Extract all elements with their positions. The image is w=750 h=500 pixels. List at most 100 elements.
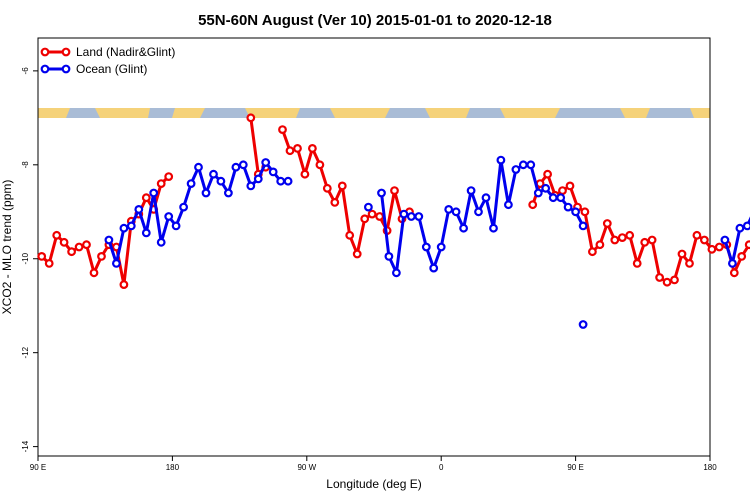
data-point bbox=[201, 188, 211, 198]
data-point bbox=[337, 181, 347, 191]
data-point bbox=[82, 240, 91, 250]
data-point bbox=[548, 193, 558, 203]
x-axis-label: Longitude (deg E) bbox=[326, 477, 421, 491]
data-point bbox=[543, 169, 552, 179]
y-tick-label: -12 bbox=[21, 346, 30, 358]
data-point bbox=[670, 275, 679, 285]
data-point bbox=[436, 242, 446, 252]
data-point bbox=[595, 240, 605, 250]
legend-entry-ocean: Ocean (Glint) bbox=[40, 62, 147, 76]
data-point bbox=[392, 268, 401, 278]
x-tick-label: 90 E bbox=[30, 463, 46, 472]
data-point bbox=[261, 158, 271, 167]
data-point bbox=[655, 273, 664, 282]
plot-frame bbox=[37, 37, 711, 457]
map-strip-ocean bbox=[66, 108, 694, 118]
data-point bbox=[444, 204, 454, 214]
series-layer bbox=[37, 113, 750, 329]
series-ocean bbox=[104, 155, 750, 329]
data-point bbox=[111, 259, 121, 268]
data-point bbox=[194, 162, 203, 172]
data-point bbox=[692, 230, 702, 240]
data-point bbox=[293, 143, 302, 153]
y-tick-label: -6 bbox=[21, 67, 30, 75]
data-point bbox=[367, 209, 377, 219]
data-point bbox=[640, 237, 650, 247]
data-point bbox=[238, 160, 248, 170]
legend-marker-ocean-end bbox=[61, 64, 71, 74]
data-point bbox=[322, 183, 332, 193]
data-point bbox=[171, 221, 181, 231]
data-point bbox=[617, 233, 627, 243]
data-point bbox=[44, 259, 54, 268]
data-point bbox=[104, 235, 114, 245]
data-point bbox=[421, 242, 431, 252]
data-point bbox=[253, 174, 263, 184]
data-point bbox=[541, 183, 551, 193]
data-point bbox=[209, 169, 218, 179]
data-point bbox=[179, 202, 189, 212]
data-point bbox=[578, 221, 588, 231]
legend-marker-land bbox=[40, 47, 50, 57]
data-point bbox=[533, 188, 543, 198]
data-point bbox=[459, 223, 469, 233]
y-axis: -6 -8 -10 -12 -14 bbox=[21, 67, 38, 452]
x-tick-label: 90 W bbox=[297, 463, 316, 472]
map-strip bbox=[38, 108, 710, 118]
data-point bbox=[134, 204, 144, 214]
x-tick-label: 180 bbox=[703, 463, 717, 472]
data-point bbox=[580, 207, 590, 217]
data-point bbox=[414, 212, 424, 221]
data-point bbox=[119, 223, 129, 233]
data-point bbox=[59, 237, 69, 247]
data-point bbox=[164, 172, 174, 182]
data-point bbox=[563, 202, 573, 212]
data-point bbox=[526, 160, 536, 170]
data-point bbox=[632, 259, 642, 268]
data-point bbox=[429, 263, 439, 273]
data-point bbox=[647, 235, 657, 245]
legend-label-land: Land (Nadir&Glint) bbox=[76, 45, 175, 59]
data-point bbox=[156, 179, 166, 189]
data-point bbox=[360, 214, 370, 224]
y-tick-label: -8 bbox=[21, 161, 30, 169]
data-point bbox=[223, 188, 233, 198]
data-point bbox=[565, 181, 575, 191]
legend: Land (Nadir&Glint) Ocean (Glint) bbox=[40, 45, 175, 76]
data-point bbox=[742, 221, 750, 231]
chart-title: 55N-60N August (Ver 10) 2015-01-01 to 20… bbox=[198, 12, 552, 29]
data-point bbox=[377, 188, 386, 198]
data-point bbox=[714, 242, 724, 252]
data-point bbox=[52, 230, 62, 240]
data-point bbox=[511, 165, 521, 174]
data-point bbox=[231, 162, 241, 172]
legend-marker-land-end bbox=[61, 47, 71, 57]
data-point bbox=[308, 143, 317, 153]
data-point bbox=[330, 197, 340, 207]
data-point bbox=[558, 186, 567, 196]
data-point bbox=[406, 212, 416, 221]
data-point bbox=[276, 176, 286, 186]
data-point bbox=[246, 113, 256, 123]
data-point bbox=[246, 181, 256, 191]
data-point bbox=[141, 193, 151, 203]
data-point bbox=[300, 169, 310, 179]
data-point bbox=[285, 146, 295, 156]
series-line bbox=[723, 216, 750, 265]
data-point bbox=[345, 230, 355, 240]
data-point bbox=[156, 237, 166, 247]
legend-label-ocean: Ocean (Glint) bbox=[76, 62, 147, 76]
series-land bbox=[37, 113, 750, 290]
data-point bbox=[451, 207, 461, 217]
data-point bbox=[588, 247, 597, 257]
data-point bbox=[315, 160, 325, 170]
data-point bbox=[126, 221, 136, 231]
series-line bbox=[281, 129, 411, 256]
data-point bbox=[737, 251, 747, 261]
y-tick-label: -14 bbox=[21, 440, 30, 452]
data-point bbox=[496, 155, 506, 165]
data-point bbox=[578, 320, 588, 329]
data-point bbox=[735, 223, 745, 233]
data-point bbox=[466, 186, 476, 196]
